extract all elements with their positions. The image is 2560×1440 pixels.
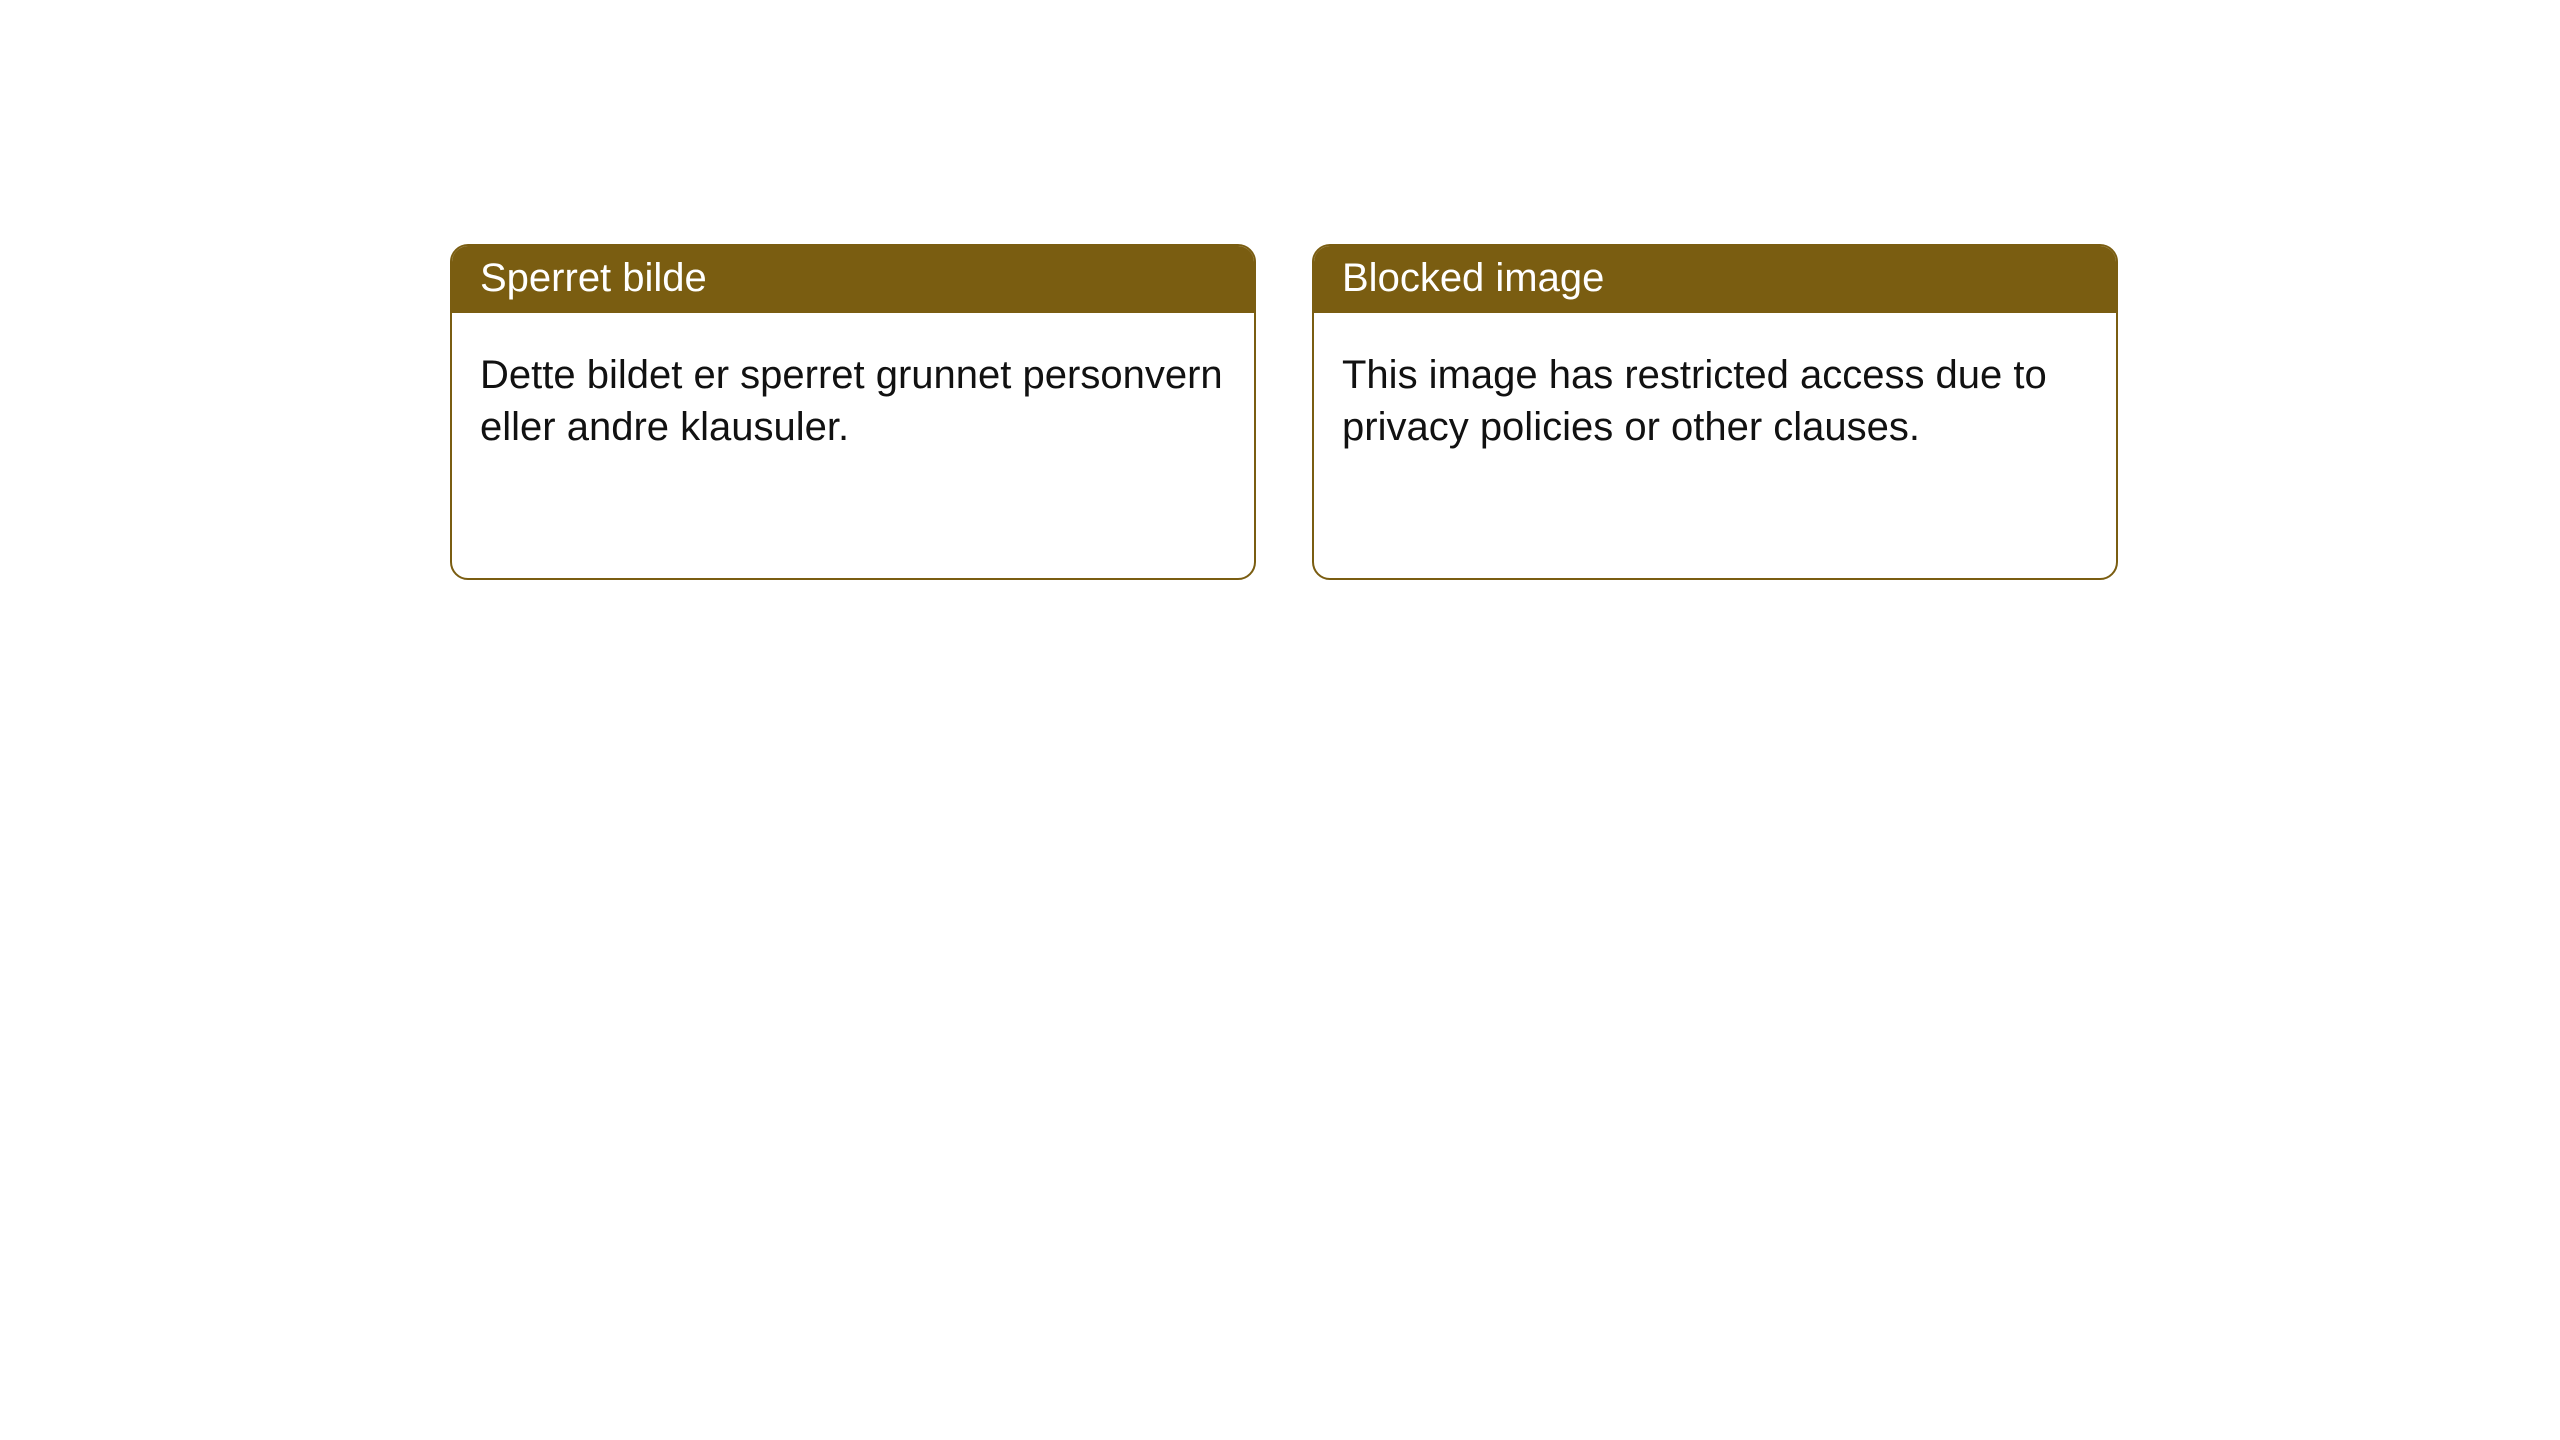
notice-card-english: Blocked image This image has restricted … [1312,244,2118,580]
notice-card-norwegian: Sperret bilde Dette bildet er sperret gr… [450,244,1256,580]
notice-body-english: This image has restricted access due to … [1314,313,2116,489]
notice-title-english: Blocked image [1314,246,2116,313]
notice-body-norwegian: Dette bildet er sperret grunnet personve… [452,313,1254,489]
notice-container: Sperret bilde Dette bildet er sperret gr… [0,0,2560,580]
notice-title-norwegian: Sperret bilde [452,246,1254,313]
